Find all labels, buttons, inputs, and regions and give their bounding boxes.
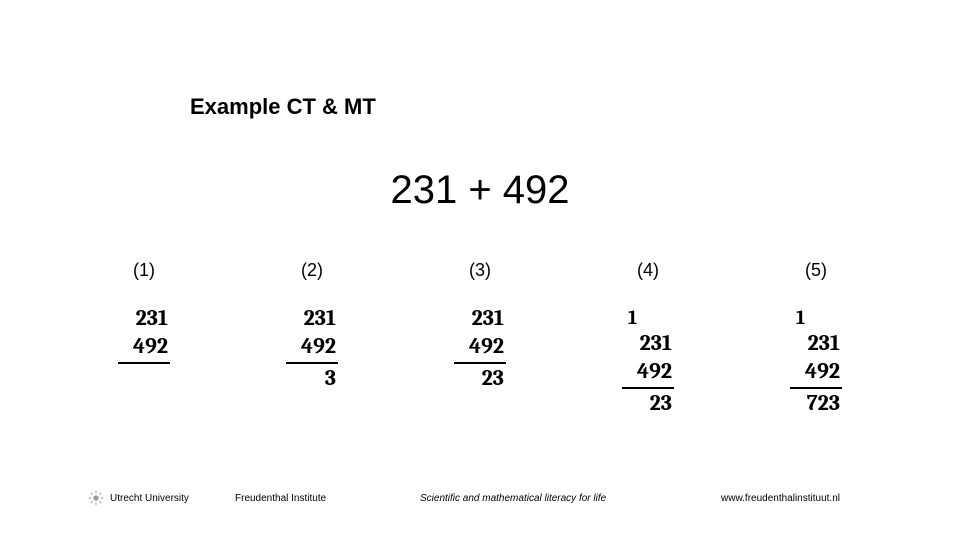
step-label: (2): [301, 260, 323, 281]
university-logo: Utrecht University: [88, 490, 189, 506]
addition-stack: 231 492 3: [286, 305, 338, 393]
rule-line: [622, 387, 674, 389]
step-2: (2) 231 492 3: [242, 260, 382, 418]
carry-digit: 1: [794, 305, 842, 330]
operand-1: 231: [794, 330, 842, 358]
step-3: (3) 231 492 23: [410, 260, 550, 418]
footer-url: www.freudenthalinstituut.nl: [721, 493, 840, 504]
rule-line: [286, 362, 338, 364]
footer: Utrecht University Freudenthal Institute…: [0, 480, 960, 504]
step-label: (5): [805, 260, 827, 281]
partial-result: 23: [458, 365, 506, 393]
partial-result: 23: [626, 390, 674, 418]
step-label: (3): [469, 260, 491, 281]
addition-stack: 1 231 492 723: [790, 305, 842, 418]
operand-2: 492: [626, 358, 674, 386]
slide-title: Example CT & MT: [190, 94, 376, 120]
footer-tagline: Scientific and mathematical literacy for…: [420, 493, 606, 504]
rule-line: [454, 362, 506, 364]
partial-result: 3: [290, 365, 338, 393]
step-4: (4) 1 231 492 23: [578, 260, 718, 418]
slide: Example CT & MT 231 + 492 (1) 231 492 (2…: [0, 0, 960, 540]
step-label: (4): [637, 260, 659, 281]
university-name: Utrecht University: [110, 493, 189, 504]
step-label: (1): [133, 260, 155, 281]
step-1: (1) 231 492: [74, 260, 214, 418]
operand-2: 492: [122, 333, 170, 361]
operand-1: 231: [290, 305, 338, 333]
rule-line: [790, 387, 842, 389]
operand-2: 492: [290, 333, 338, 361]
operand-2: 492: [794, 358, 842, 386]
step-5: (5) 1 231 492 723: [746, 260, 886, 418]
carry-digit: 1: [626, 305, 674, 330]
institute-name: Freudenthal Institute: [235, 493, 326, 504]
operand-1: 231: [626, 330, 674, 358]
main-expression: 231 + 492: [0, 168, 960, 213]
final-result: 723: [794, 390, 842, 418]
operand-2: 492: [458, 333, 506, 361]
operand-1: 231: [122, 305, 170, 333]
sun-icon: [88, 490, 104, 506]
addition-stack: 231 492: [118, 305, 170, 387]
operand-1: 231: [458, 305, 506, 333]
steps-row: (1) 231 492 (2) 231 492 3 (3) 231 492: [0, 260, 960, 418]
addition-stack: 231 492 23: [454, 305, 506, 393]
rule-line: [118, 362, 170, 364]
addition-stack: 1 231 492 23: [622, 305, 674, 418]
